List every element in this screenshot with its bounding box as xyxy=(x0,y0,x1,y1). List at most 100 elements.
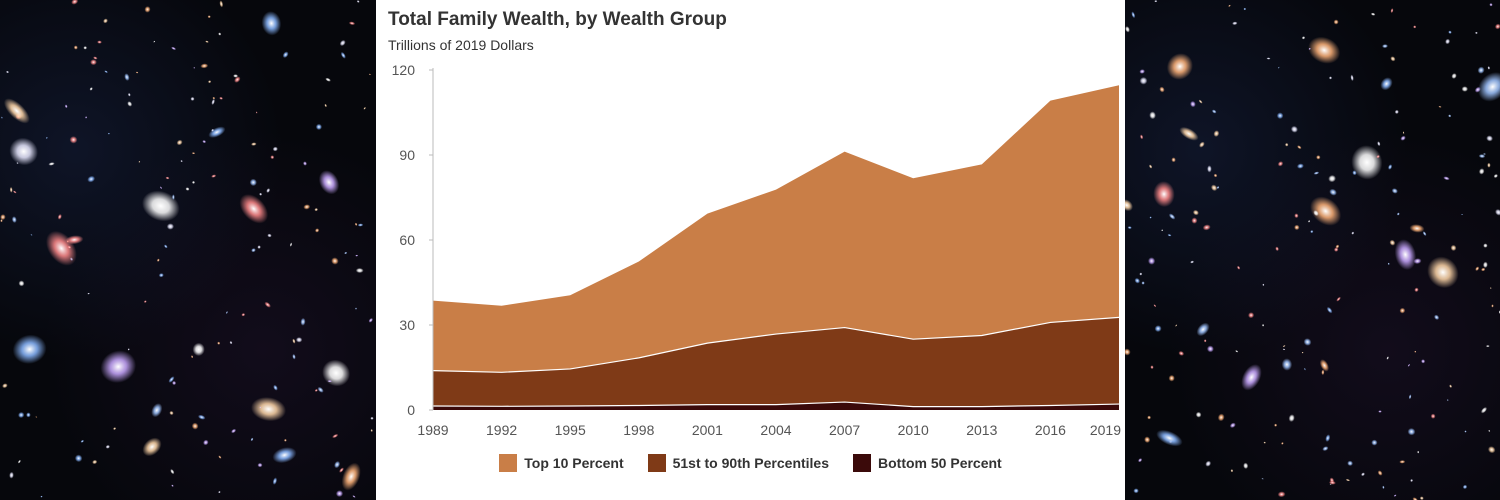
star-dot xyxy=(314,228,320,233)
star-dot xyxy=(340,51,346,59)
star-dot xyxy=(12,190,17,194)
star-dot xyxy=(303,204,311,210)
star-dot xyxy=(1480,407,1488,414)
star-dot xyxy=(257,245,261,249)
star-dot xyxy=(1417,450,1420,454)
star-dot xyxy=(1414,287,1419,293)
star-dot xyxy=(249,178,257,187)
star-dot xyxy=(69,136,78,144)
star-dot xyxy=(229,340,233,345)
star-dot xyxy=(1168,213,1176,220)
star-dot xyxy=(1178,350,1185,356)
star-dot xyxy=(1216,186,1220,189)
star-dot xyxy=(1301,36,1306,40)
boundary-line-bottom-50-percent xyxy=(432,401,1120,408)
star-dot xyxy=(1321,369,1325,376)
legend-label: Top 10 Percent xyxy=(524,455,624,471)
star-dot xyxy=(89,87,93,91)
star-dot xyxy=(368,317,373,323)
star-dot xyxy=(1462,484,1468,490)
star-dot xyxy=(1390,56,1396,62)
star-dot xyxy=(1297,145,1302,150)
star-dot xyxy=(1487,446,1496,454)
star-dot xyxy=(272,146,278,152)
star-dot xyxy=(1211,109,1217,114)
legend-label: Bottom 50 Percent xyxy=(878,455,1002,471)
star-dot xyxy=(1475,266,1480,271)
star-dot xyxy=(83,46,87,50)
star-dot xyxy=(180,160,183,163)
x-axis: 1989 1992 1995 1998 2001 2004 2007 2010 2013 2016… xyxy=(417,422,1121,438)
star-dot xyxy=(1329,483,1332,485)
star-dot xyxy=(1168,374,1175,382)
star-dot xyxy=(1493,174,1498,178)
star-dot xyxy=(11,216,17,223)
star-dot xyxy=(127,101,133,107)
star-dot xyxy=(1370,12,1376,16)
star-dot xyxy=(1313,171,1320,175)
chart-legend: Top 10 Percent 51st to 90th Percentiles Bo… xyxy=(376,454,1125,472)
star-dot xyxy=(80,439,85,443)
star-dot xyxy=(289,242,293,247)
star-dot xyxy=(1489,3,1493,7)
x-tick-label: 2019 xyxy=(1090,422,1121,438)
star-dot xyxy=(211,174,217,178)
star-dot xyxy=(1387,262,1390,265)
area-51st-to-90th-percentiles xyxy=(433,317,1119,407)
star-dot xyxy=(355,267,364,274)
star-dot xyxy=(334,460,341,469)
star-dot xyxy=(166,223,174,230)
star-dot xyxy=(1390,8,1394,14)
star-dot xyxy=(1308,220,1311,223)
star-dot xyxy=(191,422,199,430)
star-dot xyxy=(1127,226,1132,230)
star-dot xyxy=(1149,216,1152,219)
star-dot xyxy=(1236,265,1241,270)
star-dot xyxy=(1290,125,1298,133)
star-dot xyxy=(1393,494,1397,497)
galaxy-shape xyxy=(1125,199,1133,212)
star-dot xyxy=(1483,243,1488,248)
star-dot xyxy=(85,116,88,119)
star-dot xyxy=(259,406,262,409)
star-dot xyxy=(292,353,296,360)
star-dot xyxy=(282,51,289,58)
star-dot xyxy=(1413,25,1417,29)
star-dot xyxy=(1313,210,1319,217)
star-dot xyxy=(171,194,175,200)
star-dot xyxy=(1495,209,1500,216)
star-dot xyxy=(283,438,287,442)
star-dot xyxy=(191,152,196,155)
star-dot xyxy=(1282,345,1286,348)
galaxy-shape xyxy=(1241,364,1262,391)
y-tick-label: 0 xyxy=(407,402,415,418)
star-dot xyxy=(1322,446,1329,452)
x-tick-label: 2016 xyxy=(1035,422,1066,438)
star-dot xyxy=(17,459,21,464)
area-layers xyxy=(432,85,1120,410)
star-dot xyxy=(30,234,33,236)
star-dot xyxy=(207,15,211,19)
star-dot xyxy=(1150,365,1154,370)
star-dot xyxy=(1376,154,1380,159)
star-dot xyxy=(87,175,96,183)
star-dot xyxy=(1294,213,1299,219)
star-dot xyxy=(18,411,25,419)
star-dot xyxy=(1447,399,1449,402)
star-dot xyxy=(225,311,228,314)
star-dot xyxy=(1419,496,1424,500)
star-dot xyxy=(1481,267,1486,272)
star-dot xyxy=(1399,460,1406,464)
star-dot xyxy=(1325,434,1331,442)
x-tick-label: 2007 xyxy=(829,422,860,438)
star-dot xyxy=(1451,73,1457,79)
star-dot xyxy=(219,0,224,8)
star-dot xyxy=(1140,134,1144,140)
star-dot xyxy=(357,223,364,227)
galaxy-shape xyxy=(151,403,163,418)
star-dot xyxy=(250,437,254,442)
star-dot xyxy=(1329,477,1335,483)
chart-title: Total Family Wealth, by Wealth Group xyxy=(388,9,727,30)
star-dot xyxy=(1202,224,1211,231)
star-dot xyxy=(1382,485,1385,489)
